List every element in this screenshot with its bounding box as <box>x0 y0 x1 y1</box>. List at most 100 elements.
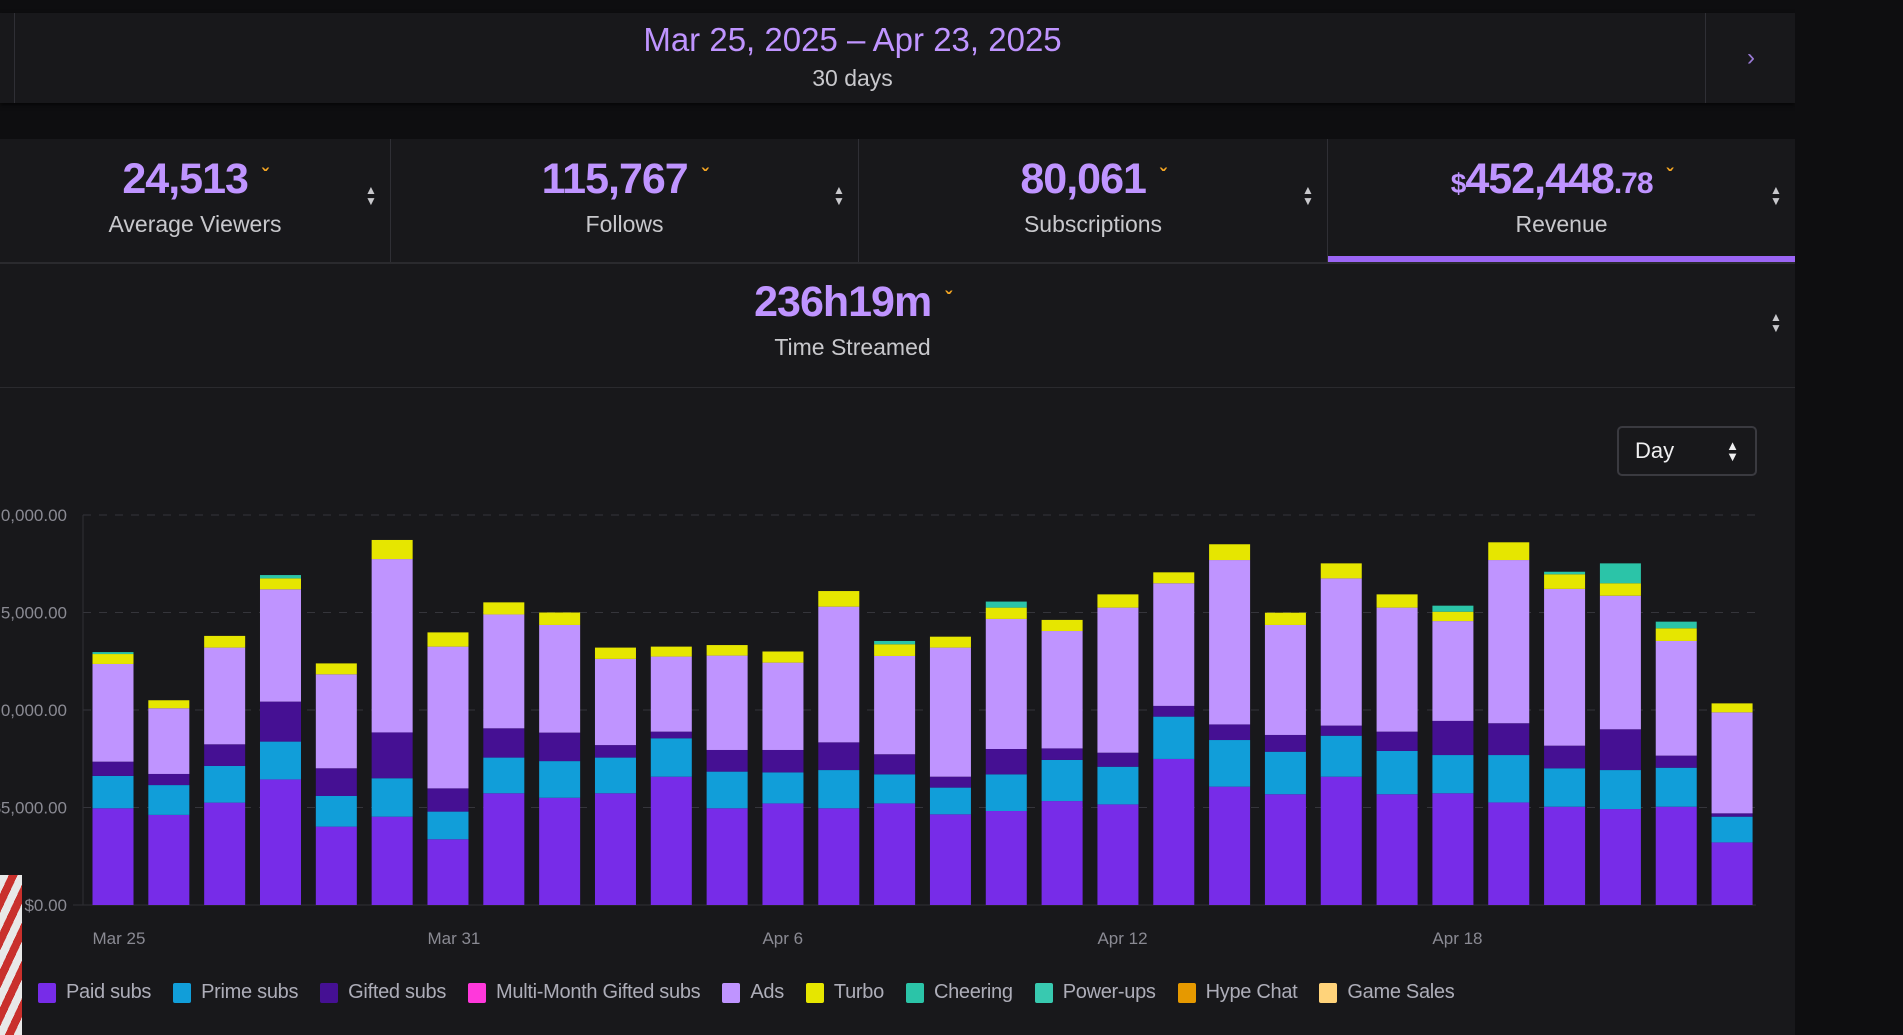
bar-segment-gifted-subs <box>706 749 748 772</box>
bar-segment-cheering <box>1599 563 1641 584</box>
divider <box>0 262 1795 264</box>
interval-select[interactable]: Day ▲ ▼ <box>1617 426 1757 476</box>
bar-segment-ads <box>985 618 1027 749</box>
legend-item[interactable]: Turbo <box>805 981 884 1004</box>
bar-segment-paid-subs <box>594 793 636 905</box>
legend-item[interactable]: Paid subs <box>38 981 151 1004</box>
bar-segment-prime-subs <box>706 771 748 809</box>
chevron-down-icon[interactable]: ˇ <box>701 166 709 188</box>
stat-time-streamed[interactable]: 236h19m ˇ Time Streamed ▲ ▼ <box>0 262 1795 388</box>
bar-segment-prime-subs <box>594 757 636 794</box>
legend-item[interactable]: Cheering <box>905 981 1013 1004</box>
bar-segment-turbo <box>1544 574 1586 589</box>
bar-segment-prime-subs <box>1488 755 1530 803</box>
bar-segment-turbo <box>929 636 971 648</box>
bar-segment-prime-subs <box>818 770 860 809</box>
bar-segment-prime-subs <box>539 761 581 798</box>
legend-item[interactable]: Game Sales <box>1319 981 1455 1004</box>
chevron-down-icon[interactable]: ˇ <box>261 166 269 188</box>
stat-cents: .78 <box>1613 167 1654 200</box>
bar-segment-cheering <box>1655 621 1697 629</box>
bar-segment-paid-subs <box>818 808 860 905</box>
bar-segment-turbo <box>483 602 525 615</box>
bar-segment-paid-subs <box>1544 806 1586 905</box>
bar-segment-cheering <box>874 640 916 645</box>
chevron-down-icon[interactable]: ˇ <box>1666 166 1674 188</box>
bar-segment-paid-subs <box>874 803 916 905</box>
legend-label: Game Sales <box>1347 981 1455 1003</box>
stat-label: Average Viewers <box>108 211 282 237</box>
stat-average-viewers[interactable]: 24,513 ˇ Average Viewers ▲ ▼ <box>0 139 391 262</box>
bar-segment-paid-subs <box>1376 794 1418 905</box>
sort-icon[interactable]: ▲ ▼ <box>1770 310 1782 335</box>
legend-item[interactable]: Ads <box>722 981 784 1004</box>
bar-segment-gifted-subs <box>985 749 1027 775</box>
bar-segment-paid-subs <box>929 814 971 905</box>
bar-segment-gifted-subs <box>1153 705 1195 717</box>
x-tick-label: Mar 25 <box>93 929 146 948</box>
stat-label: Follows <box>585 211 664 237</box>
bar-segment-ads <box>483 614 525 729</box>
bar-segment-paid-subs <box>148 814 190 905</box>
bar-segment-turbo <box>92 654 134 664</box>
bar-segment-ads <box>1153 583 1195 706</box>
sort-icon[interactable]: ▲ ▼ <box>1302 183 1314 208</box>
bar-segment-ads <box>1376 607 1418 732</box>
bar-segment-ads <box>427 646 469 789</box>
x-tick-label: Apr 12 <box>1097 929 1147 948</box>
legend-label: Prime subs <box>201 981 299 1003</box>
bar-segment-ads <box>1711 712 1753 814</box>
bar-segment-paid-subs <box>1599 809 1641 905</box>
stat-revenue[interactable]: $452,448.78 ˇ Revenue ▲ ▼ <box>1328 139 1795 262</box>
legend-label: Hype Chat <box>1205 981 1298 1003</box>
bar-segment-turbo <box>1153 572 1195 584</box>
date-range-label[interactable]: Mar 25, 2025 – Apr 23, 2025 <box>643 21 1062 58</box>
legend-item[interactable]: Gifted subs <box>320 981 446 1004</box>
bar-segment-ads <box>92 663 134 762</box>
bar-segment-gifted-subs <box>371 732 413 779</box>
bar-segment-gifted-subs <box>539 732 581 762</box>
y-tick-label: $15,000.00 <box>0 604 67 623</box>
sort-icon[interactable]: ▲ ▼ <box>365 183 377 208</box>
bar-segment-gifted-subs <box>1544 745 1586 769</box>
bar-segment-turbo <box>315 663 357 675</box>
bar-segment-gifted-subs <box>1209 724 1251 741</box>
legend-item[interactable]: Power-ups <box>1034 981 1156 1004</box>
bar-segment-ads <box>650 656 692 732</box>
bar-segment-prime-subs <box>1041 759 1083 802</box>
legend-item[interactable]: Prime subs <box>173 981 298 1004</box>
sort-icon[interactable]: ▲ ▼ <box>1770 183 1782 208</box>
bar-segment-gifted-subs <box>1599 729 1641 771</box>
bar-segment-prime-subs <box>315 795 357 827</box>
bar-segment-turbo <box>1041 619 1083 632</box>
legend-swatch <box>805 982 824 1003</box>
revenue-bar-chart: $0.00 $5,000.00 $10,000.00 $15,000.00 $20,00… <box>0 506 1756 948</box>
bar-segment-paid-subs <box>762 803 804 905</box>
next-period-button[interactable]: › <box>1705 13 1796 103</box>
bar-segment-prime-subs <box>650 738 692 777</box>
bar-segment-prime-subs <box>874 774 916 804</box>
bar-segment-paid-subs <box>483 793 525 905</box>
bar-segment-prime-subs <box>1264 751 1306 795</box>
bar-segment-ads <box>1432 621 1474 721</box>
stat-follows[interactable]: 115,767 ˇ Follows ▲ ▼ <box>391 139 859 262</box>
bar-segment-turbo <box>650 646 692 657</box>
bar-segment-gifted-subs <box>594 745 636 758</box>
legend-item[interactable]: Multi-Month Gifted subs <box>468 981 701 1004</box>
bar-segment-turbo <box>874 644 916 656</box>
bar-segment-prime-subs <box>371 778 413 817</box>
bar-segment-paid-subs <box>1655 806 1697 905</box>
bar-segment-paid-subs <box>427 839 469 905</box>
chevron-down-icon[interactable]: ˇ <box>1159 166 1167 188</box>
bar-segment-gifted-subs <box>818 742 860 771</box>
chevron-down-icon[interactable]: ˇ <box>945 289 952 311</box>
background <box>1795 0 1903 1035</box>
sort-icon[interactable]: ▲ ▼ <box>833 183 845 208</box>
bar-segment-paid-subs <box>1097 804 1139 905</box>
bar-segment-turbo <box>1097 594 1139 608</box>
bar-segment-paid-subs <box>1432 793 1474 905</box>
legend-item[interactable]: Hype Chat <box>1177 981 1298 1004</box>
stat-subscriptions[interactable]: 80,061 ˇ Subscriptions ▲ ▼ <box>859 139 1328 262</box>
bar-segment-prime-subs <box>148 785 190 815</box>
currency-symbol: $ <box>1450 168 1467 199</box>
